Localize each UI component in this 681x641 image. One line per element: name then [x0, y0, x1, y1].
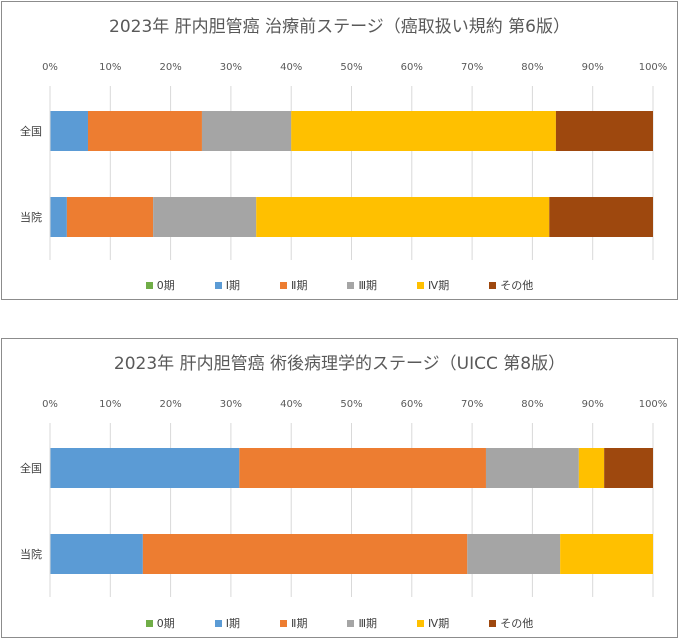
chart-panel-postoperative: 2023年 肝内胆管癌 術後病理学的ステージ（UICC 第8版） 0% 10% 20…	[1, 338, 678, 638]
x-tick-label: 80%	[521, 62, 543, 73]
legend-label: 0期	[156, 279, 175, 292]
bar-segment	[50, 197, 67, 237]
legend-item: Ⅳ期	[417, 615, 449, 631]
legend-swatch	[145, 619, 153, 627]
legend-label: Ⅲ期	[358, 279, 378, 292]
legend-swatch	[489, 619, 497, 627]
bar-segment	[153, 197, 257, 237]
x-tick-label: 60%	[401, 399, 423, 410]
x-tick-label: 0%	[42, 62, 58, 73]
legend-label: 0期	[156, 617, 175, 630]
legend-item: 0期	[145, 615, 175, 631]
legend-swatch	[489, 281, 497, 289]
x-tick-label: 10%	[99, 399, 121, 410]
legend-item: Ⅲ期	[347, 277, 377, 293]
legend-swatch	[347, 281, 355, 289]
legend-item: Ⅲ期	[347, 615, 377, 631]
bar-segment	[560, 534, 653, 574]
bar-segment	[485, 448, 579, 488]
legend-label: その他	[500, 617, 534, 630]
category-label: 当院	[20, 210, 42, 224]
x-tick-label: 70%	[461, 62, 483, 73]
legend-item: Ⅱ期	[280, 615, 307, 631]
x-tick-label: 100%	[639, 62, 668, 73]
x-tick-label: 20%	[159, 62, 181, 73]
x-tick-label: 50%	[340, 399, 362, 410]
legend-swatch	[280, 281, 288, 289]
legend-swatch	[214, 619, 222, 627]
legend-item: Ⅳ期	[417, 277, 449, 293]
bar-segment	[239, 448, 486, 488]
legend-swatch	[417, 619, 425, 627]
x-tick-label: 90%	[582, 62, 604, 73]
bar-segment	[549, 197, 653, 237]
chart-panel-pretreatment: 2023年 肝内胆管癌 治療前ステージ（癌取扱い規約 第6版） 0% 10% 20%…	[1, 1, 678, 300]
x-tick-label: 20%	[159, 399, 181, 410]
legend-swatch	[417, 281, 425, 289]
bar-segment	[66, 197, 154, 237]
legend-label: Ⅳ期	[428, 617, 450, 630]
category-label: 全国	[20, 461, 42, 475]
category-label: 当院	[20, 547, 42, 561]
x-tick-label: 90%	[582, 399, 604, 410]
x-tick-label: 100%	[639, 399, 668, 410]
legend-swatch	[145, 281, 153, 289]
legend-label: Ⅱ期	[291, 279, 308, 292]
x-tick-label: 50%	[340, 62, 362, 73]
bar-segment	[256, 197, 550, 237]
legend-label: Ⅰ期	[225, 279, 241, 292]
legend-swatch	[280, 619, 288, 627]
legend-label: Ⅳ期	[428, 279, 450, 292]
legend-item: Ⅰ期	[214, 615, 241, 631]
bar-segment	[555, 111, 653, 151]
category-label: 全国	[20, 124, 42, 138]
x-tick-label: 30%	[220, 62, 242, 73]
legend-item: その他	[489, 277, 533, 293]
x-tick-label: 40%	[280, 62, 302, 73]
chart-legend: 0期 Ⅰ期 Ⅱ期 Ⅲ期 Ⅳ期 その他	[2, 615, 677, 631]
legend-item: その他	[489, 615, 533, 631]
bar-segment	[604, 448, 653, 488]
bar-segment	[142, 534, 468, 574]
bar-segment	[50, 111, 88, 151]
legend-item: 0期	[145, 277, 175, 293]
bar-segment	[201, 111, 292, 151]
x-tick-label: 30%	[220, 399, 242, 410]
x-tick-label: 40%	[280, 399, 302, 410]
bar-segment	[291, 111, 556, 151]
legend-label: Ⅱ期	[291, 617, 308, 630]
legend-swatch	[347, 619, 355, 627]
chart-title: 2023年 肝内胆管癌 術後病理学的ステージ（UICC 第8版）	[113, 354, 566, 374]
x-tick-label: 0%	[42, 399, 58, 410]
x-tick-label: 60%	[401, 62, 423, 73]
legend-label: Ⅰ期	[225, 617, 241, 630]
bar-segment	[50, 448, 240, 488]
bar-segment	[467, 534, 561, 574]
x-tick-label: 10%	[99, 62, 121, 73]
bar-segment	[578, 448, 605, 488]
bar-segment	[50, 534, 143, 574]
legend-item: Ⅱ期	[280, 277, 307, 293]
legend-item: Ⅰ期	[214, 277, 241, 293]
legend-label: Ⅲ期	[358, 617, 378, 630]
chart-title: 2023年 肝内胆管癌 治療前ステージ（癌取扱い規約 第6版）	[109, 17, 570, 37]
legend-swatch	[214, 281, 222, 289]
bar-segment	[87, 111, 202, 151]
chart-legend: 0期 Ⅰ期 Ⅱ期 Ⅲ期 Ⅳ期 その他	[2, 277, 677, 293]
x-tick-label: 80%	[521, 399, 543, 410]
legend-label: その他	[500, 279, 534, 292]
x-tick-label: 70%	[461, 399, 483, 410]
